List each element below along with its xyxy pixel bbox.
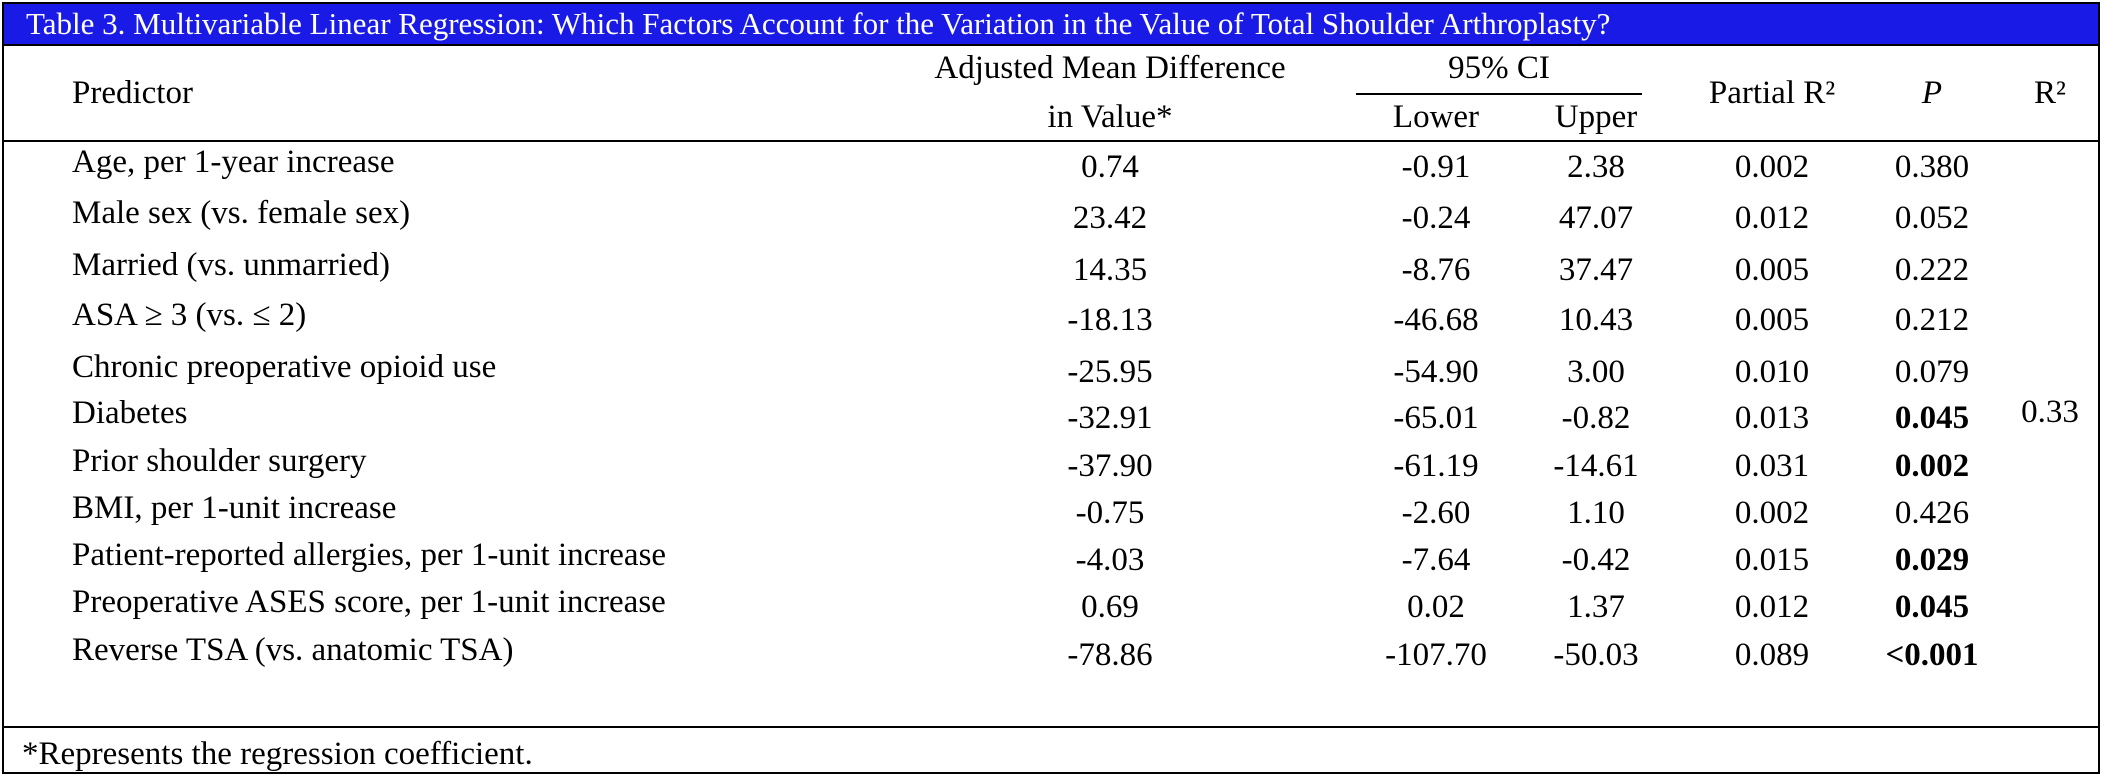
- cell-p-value: <0.001: [1885, 637, 1979, 673]
- cell-ci-lower: 0.02: [1407, 589, 1465, 625]
- header-amd-line1: Adjusted Mean Difference: [934, 50, 1286, 86]
- cell-ci-upper: 1.37: [1567, 589, 1625, 625]
- cell-p-value: 0.029: [1894, 542, 1970, 578]
- cell-ci-lower: -54.90: [1393, 354, 1479, 390]
- cell-ci-upper: -50.03: [1553, 637, 1639, 673]
- header-rule: [4, 140, 2098, 142]
- header-lower: Lower: [1392, 99, 1480, 135]
- cell-predictor: Preoperative ASES score, per 1-unit incr…: [72, 584, 666, 620]
- cell-predictor: Prior shoulder surgery: [72, 443, 367, 479]
- cell-p-value: 0.079: [1894, 354, 1970, 390]
- cell-predictor: BMI, per 1-unit increase: [72, 490, 397, 526]
- cell-ci-lower: -2.60: [1401, 495, 1471, 531]
- cell-ci-upper: 3.00: [1567, 354, 1625, 390]
- header-partial-r2: Partial R²: [1708, 75, 1836, 111]
- r2-value: 0.33: [2021, 394, 2079, 430]
- cell-partial-r2: 0.002: [1734, 495, 1810, 531]
- cell-p-value: 0.380: [1894, 149, 1970, 185]
- cell-predictor: Patient-reported allergies, per 1-unit i…: [72, 537, 667, 573]
- cell-partial-r2: 0.005: [1734, 252, 1810, 288]
- cell-predictor: ASA ≥ 3 (vs. ≤ 2): [72, 297, 307, 333]
- cell-partial-r2: 0.015: [1734, 542, 1810, 578]
- cell-predictor: Reverse TSA (vs. anatomic TSA): [72, 632, 514, 668]
- cell-ci-lower: -7.64: [1401, 542, 1471, 578]
- cell-partial-r2: 0.010: [1734, 354, 1810, 390]
- cell-ci-upper: -0.82: [1561, 400, 1631, 436]
- cell-ci-upper: 1.10: [1567, 495, 1625, 531]
- cell-adjusted-mean-difference: -32.91: [1067, 400, 1153, 436]
- cell-adjusted-mean-difference: 14.35: [1072, 252, 1148, 288]
- cell-adjusted-mean-difference: -78.86: [1067, 637, 1153, 673]
- cell-adjusted-mean-difference: 0.69: [1081, 589, 1139, 625]
- header-95ci: 95% CI: [1448, 50, 1550, 86]
- cell-ci-upper: 37.47: [1558, 252, 1634, 288]
- cell-p-value: 0.045: [1894, 400, 1970, 436]
- cell-ci-lower: -65.01: [1393, 400, 1479, 436]
- cell-partial-r2: 0.013: [1734, 400, 1810, 436]
- cell-ci-upper: 2.38: [1567, 149, 1625, 185]
- cell-p-value: 0.212: [1894, 302, 1970, 338]
- cell-p-value: 0.002: [1894, 448, 1970, 484]
- cell-partial-r2: 0.005: [1734, 302, 1810, 338]
- cell-ci-lower: -107.70: [1385, 637, 1487, 673]
- footnote-rule: [4, 726, 2098, 728]
- cell-partial-r2: 0.012: [1734, 589, 1810, 625]
- cell-ci-lower: -0.24: [1401, 200, 1471, 236]
- cell-adjusted-mean-difference: -4.03: [1075, 542, 1145, 578]
- cell-ci-lower: -8.76: [1401, 252, 1471, 288]
- cell-ci-upper: 47.07: [1558, 200, 1634, 236]
- cell-adjusted-mean-difference: -0.75: [1075, 495, 1145, 531]
- cell-partial-r2: 0.089: [1734, 637, 1810, 673]
- cell-ci-lower: -46.68: [1393, 302, 1479, 338]
- cell-adjusted-mean-difference: 0.74: [1081, 149, 1139, 185]
- cell-p-value: 0.426: [1894, 495, 1970, 531]
- header-upper: Upper: [1554, 99, 1638, 135]
- header-predictor: Predictor: [72, 75, 193, 111]
- footnote: *Represents the regression coefficient.: [22, 736, 533, 772]
- cell-predictor: Male sex (vs. female sex): [72, 195, 411, 231]
- cell-predictor: Age, per 1-year increase: [72, 144, 395, 180]
- header-amd-line2: in Value*: [1047, 99, 1173, 135]
- cell-ci-upper: -14.61: [1553, 448, 1639, 484]
- cell-p-value: 0.222: [1894, 252, 1970, 288]
- cell-adjusted-mean-difference: 23.42: [1072, 200, 1148, 236]
- cell-ci-upper: -0.42: [1561, 542, 1631, 578]
- cell-adjusted-mean-difference: -25.95: [1067, 354, 1153, 390]
- cell-predictor: Married (vs. unmarried): [72, 247, 390, 283]
- cell-partial-r2: 0.002: [1734, 149, 1810, 185]
- cell-partial-r2: 0.031: [1734, 448, 1810, 484]
- cell-p-value: 0.045: [1894, 589, 1970, 625]
- cell-adjusted-mean-difference: -18.13: [1067, 302, 1153, 338]
- cell-p-value: 0.052: [1894, 200, 1970, 236]
- cell-partial-r2: 0.012: [1734, 200, 1810, 236]
- ci-rule: [1356, 93, 1642, 95]
- cell-adjusted-mean-difference: -37.90: [1067, 448, 1153, 484]
- header-p: P: [1921, 75, 1943, 111]
- cell-ci-upper: 10.43: [1558, 302, 1634, 338]
- cell-ci-lower: -61.19: [1393, 448, 1479, 484]
- cell-predictor: Chronic preoperative opioid use: [72, 349, 497, 385]
- header-r2: R²: [2034, 75, 2066, 111]
- cell-predictor: Diabetes: [72, 395, 188, 431]
- table-title: Table 3. Multivariable Linear Regression…: [4, 4, 2098, 44]
- cell-ci-lower: -0.91: [1401, 149, 1471, 185]
- title-rule: [4, 44, 2098, 46]
